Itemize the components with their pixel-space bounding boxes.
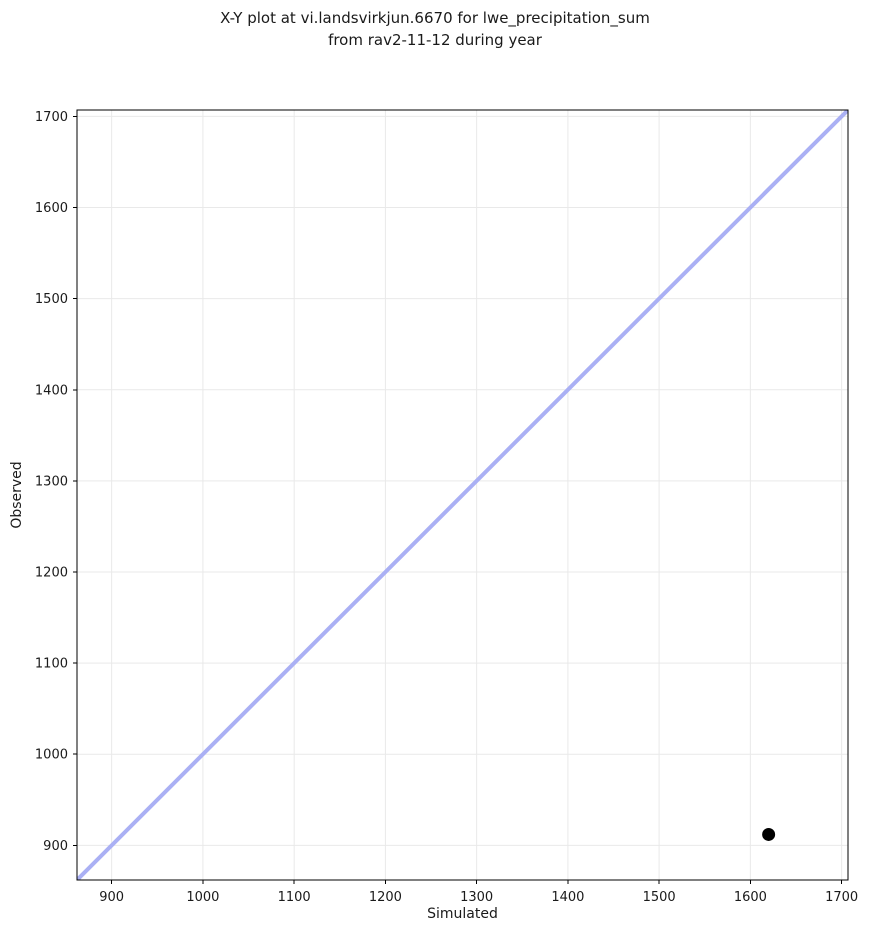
y-tick-label: 1500: [35, 292, 68, 307]
y-tick-label: 900: [43, 839, 68, 854]
x-tick-label: 1600: [734, 890, 767, 905]
y-tick-label: 1200: [35, 566, 68, 581]
x-tick-label: 900: [99, 890, 124, 905]
chart-title-line2: from rav2-11-12 during year: [328, 31, 542, 49]
x-tick-label: 1200: [369, 890, 402, 905]
x-tick-label: 1700: [825, 890, 858, 905]
x-tick-label: 1300: [460, 890, 493, 905]
y-axis-label: Observed: [9, 461, 25, 529]
chart-title: X-Y plot at vi.landsvirkjun.6670 for lwe…: [0, 7, 870, 51]
y-tick-label: 1700: [35, 110, 68, 125]
x-tick-label: 1100: [278, 890, 311, 905]
axes-spines: [76, 109, 849, 881]
y-tick-label: 1000: [35, 748, 68, 763]
y-tick-label: 1100: [35, 657, 68, 672]
y-tick-label: 1600: [35, 201, 68, 216]
chart-title-line1: X-Y plot at vi.landsvirkjun.6670 for lwe…: [220, 9, 650, 27]
x-tick-label: 1000: [186, 890, 219, 905]
x-tick-label: 1400: [551, 890, 584, 905]
y-tick-label: 1400: [35, 383, 68, 398]
identity-line: [77, 110, 848, 880]
y-tick-label: 1300: [35, 474, 68, 489]
x-tick-label: 1500: [643, 890, 676, 905]
x-axis-label: Simulated: [427, 906, 498, 922]
data-point: [762, 827, 776, 841]
